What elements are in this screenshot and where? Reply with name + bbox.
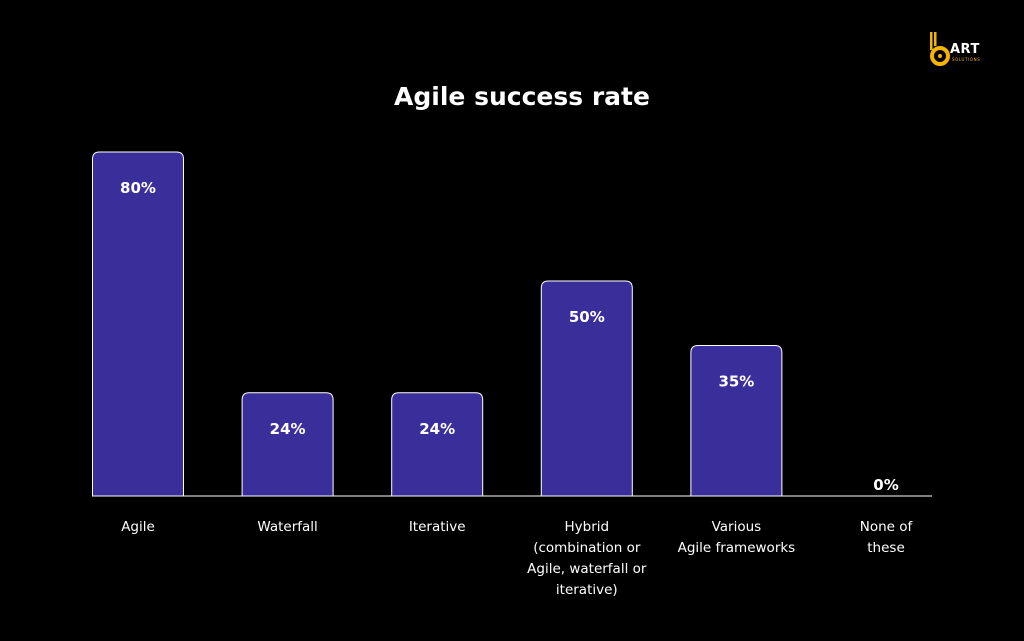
- value-label: 35%: [718, 373, 754, 391]
- value-label: 50%: [569, 308, 605, 326]
- bar: [540, 280, 633, 497]
- category-label: Waterfall: [257, 519, 317, 535]
- bars-layer: [92, 151, 783, 497]
- labels-layer: 80% Agile 24% Waterfall 24% Iterative 50% Hybri…: [120, 179, 913, 598]
- category-label: None of these: [860, 519, 914, 556]
- logo-mark-icon: [930, 32, 950, 66]
- category-label: Agile: [121, 519, 155, 535]
- bar: [241, 392, 334, 497]
- category-label: Iterative: [409, 519, 466, 535]
- bar: [690, 345, 783, 497]
- value-label: 80%: [120, 179, 156, 197]
- category-label: Various Agile frameworks: [678, 519, 796, 556]
- bar: [391, 392, 484, 497]
- bar: [92, 151, 184, 497]
- logo-wordmark: ART: [950, 42, 980, 57]
- category-label: Hybrid (combination or Agile, waterfall or…: [527, 519, 647, 598]
- value-label: 24%: [270, 420, 306, 438]
- chart-title: Agile success rate: [394, 82, 650, 111]
- value-label: 24%: [419, 420, 455, 438]
- brand-logo: ART SOLUTIONS: [928, 32, 998, 68]
- logo-tagline: SOLUTIONS: [952, 57, 981, 62]
- value-label: 0%: [873, 476, 898, 494]
